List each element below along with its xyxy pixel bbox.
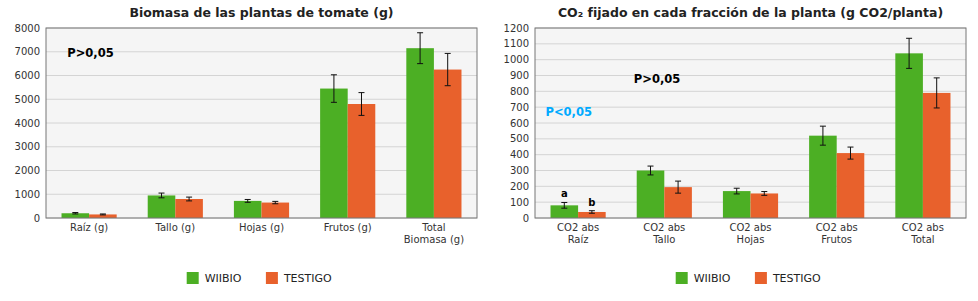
y-tick-label: 1100 <box>504 38 529 49</box>
error-bar <box>675 181 681 193</box>
legend-entry: TESTIGO <box>772 272 821 285</box>
chart-canvas: Biomasa de las plantas de tomate (g) 0 100… <box>0 0 978 301</box>
y-tick-label: 100 <box>510 197 529 208</box>
y-tick-label: 5000 <box>15 94 40 105</box>
panel: CO₂ fijado en cada fracción de la planta… <box>504 5 966 285</box>
error-bar <box>245 199 251 202</box>
bar <box>348 104 376 218</box>
annotation: P<0,05 <box>545 105 591 119</box>
error-bar <box>272 201 278 203</box>
x-tick-label: TotalBiomasa (g) <box>404 222 464 245</box>
y-tick-label: 4000 <box>15 118 40 129</box>
legend-swatch <box>676 272 688 284</box>
legend-swatch <box>187 272 199 284</box>
error-bar <box>417 33 423 64</box>
x-tick-label: CO2 absTallo <box>643 222 685 245</box>
x-tick-label: CO2 absFrutos <box>816 222 858 245</box>
bar <box>62 213 90 218</box>
bar <box>837 153 865 218</box>
bar <box>895 53 923 218</box>
grid-line <box>535 43 966 44</box>
bar <box>320 89 348 218</box>
bar <box>923 93 951 218</box>
bar <box>723 191 751 218</box>
error-bar <box>72 213 78 214</box>
legend-entry: TESTIGO <box>283 272 332 285</box>
error-bar <box>934 78 940 108</box>
bars <box>551 38 951 218</box>
error-bar <box>100 213 106 215</box>
error-bar <box>589 211 595 214</box>
error-bar <box>445 53 451 85</box>
y-tick-label: 600 <box>510 118 529 129</box>
bar <box>578 212 606 218</box>
legend-entry: WIIBIO <box>205 272 242 285</box>
bar <box>89 214 117 218</box>
y-tick-label: 900 <box>510 70 529 81</box>
y-tick-label: 500 <box>510 133 529 144</box>
y-tick-label: 6000 <box>15 70 40 81</box>
legend-swatch <box>266 272 278 284</box>
annotation: P>0,05 <box>634 72 680 86</box>
bar <box>637 171 665 219</box>
y-tick-label: 0 <box>523 213 529 224</box>
panel: Biomasa de las plantas de tomate (g) 0 100… <box>15 5 477 285</box>
y-tick-label: 1000 <box>504 54 529 65</box>
x-tick-label: Raíz (g) <box>70 222 108 233</box>
bars <box>62 33 462 218</box>
error-bar <box>820 126 826 145</box>
plot-frame <box>46 28 477 218</box>
bar <box>175 199 203 218</box>
x-tick-label: Frutos (g) <box>324 222 372 233</box>
error-bar <box>358 93 364 116</box>
x-tick-label: Tallo (g) <box>155 222 196 233</box>
bar <box>434 70 462 218</box>
plot-area <box>46 28 477 218</box>
x-tick-label: CO2 absTotal <box>902 222 944 245</box>
legend-swatch <box>755 272 767 284</box>
legend: WIIBIO TESTIGO <box>676 272 821 285</box>
legend-entry: WIIBIO <box>694 272 731 285</box>
annotation: P>0,05 <box>67 46 113 60</box>
error-bar <box>847 147 853 159</box>
bar <box>809 136 837 218</box>
bar <box>148 195 176 218</box>
bar <box>406 48 434 218</box>
error-bar <box>561 202 567 208</box>
x-tick-label: CO2 absHojas <box>729 222 771 245</box>
y-tick-label: 400 <box>510 149 529 160</box>
bar <box>234 201 262 218</box>
error-bar <box>186 197 192 201</box>
error-bar <box>331 75 337 103</box>
bar-letter: a <box>561 188 568 199</box>
y-tick-label: 1200 <box>504 23 529 34</box>
y-tick-label: 3000 <box>15 141 40 152</box>
error-bar <box>734 188 740 194</box>
x-tick-label: CO2 absRaíz <box>557 222 599 245</box>
error-bar <box>906 38 912 68</box>
y-tick-label: 0 <box>34 213 40 224</box>
error-bar <box>159 193 165 198</box>
error-bar <box>648 166 654 175</box>
y-tick-label: 7000 <box>15 46 40 57</box>
y-tick-label: 300 <box>510 165 529 176</box>
y-tick-label: 8000 <box>15 23 40 34</box>
error-bar <box>761 192 767 196</box>
y-tick-label: 700 <box>510 102 529 113</box>
y-tick-label: 200 <box>510 181 529 192</box>
title: CO₂ fijado en cada fracción de la planta… <box>558 5 943 20</box>
x-tick-label: Hojas (g) <box>239 222 284 233</box>
bar <box>751 193 779 218</box>
y-tick-label: 800 <box>510 86 529 97</box>
legend: WIIBIO TESTIGO <box>187 272 332 285</box>
plot-area <box>535 28 966 218</box>
title: Biomasa de las plantas de tomate (g) <box>129 5 393 20</box>
bar-letter: b <box>588 197 595 208</box>
y-tick-label: 1000 <box>15 189 40 200</box>
y-tick-label: 2000 <box>15 165 40 176</box>
bar <box>262 203 290 218</box>
plot-frame <box>535 28 966 218</box>
